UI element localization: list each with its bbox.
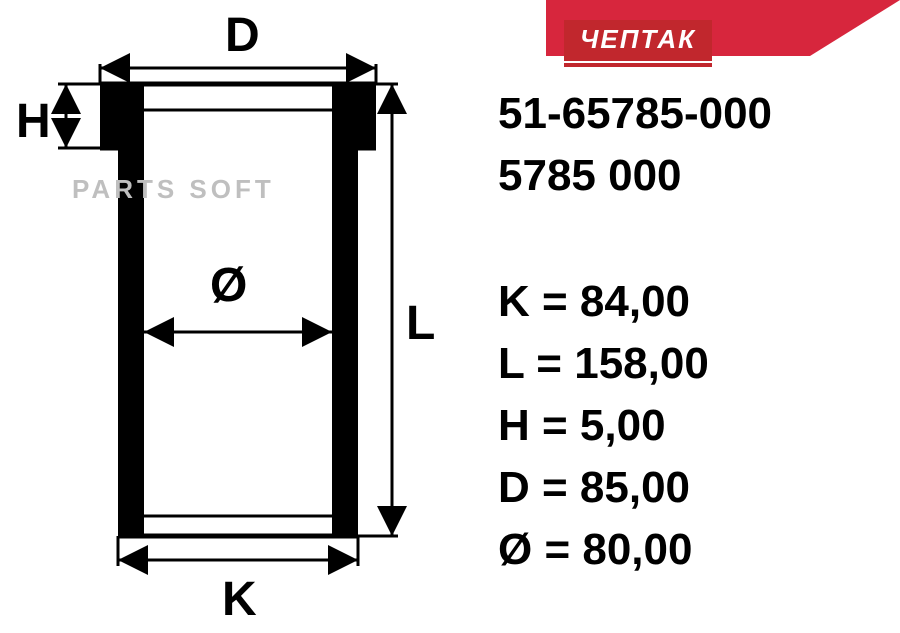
label-D: D [225, 12, 260, 60]
label-H: H [16, 98, 51, 146]
watermark-text: PARTS SOFT [72, 176, 275, 202]
spec-H: H = 5,00 [498, 404, 666, 448]
brand-logo: ЧЕПТАК [564, 20, 712, 67]
spec-D: D = 85,00 [498, 466, 690, 510]
spec-L: L = 158,00 [498, 342, 709, 386]
label-L: L [406, 300, 435, 348]
label-K: K [222, 576, 257, 624]
spec-K: K = 84,00 [498, 280, 690, 324]
flange-left [100, 84, 144, 148]
brand-logo-underline [564, 63, 712, 67]
part-number-1: 51-65785-000 [498, 92, 772, 136]
flange-right [332, 84, 376, 148]
body-wall-left [118, 148, 144, 536]
spec-diameter: Ø = 80,00 [498, 528, 692, 572]
part-number-2: 5785 000 [498, 154, 682, 198]
label-diameter: Ø [210, 262, 247, 310]
body-wall-right [332, 148, 358, 536]
brand-logo-text: ЧЕПТАК [564, 20, 712, 61]
